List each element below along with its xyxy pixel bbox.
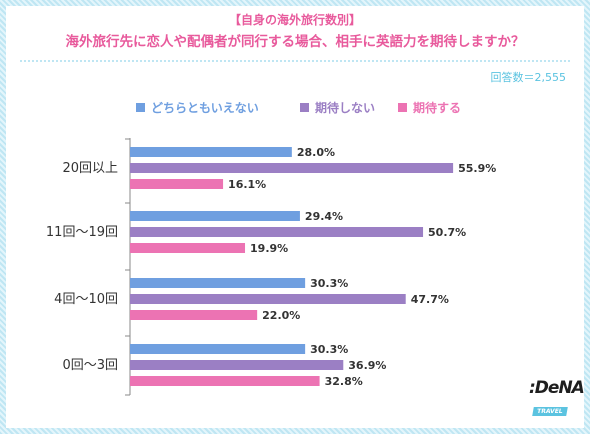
legend-label: 期待する	[413, 100, 461, 115]
data-label: 16.1%	[228, 178, 266, 191]
logo-main-text: :DeNA	[529, 378, 585, 398]
category-label: 20回以上	[62, 161, 118, 176]
data-label: 29.4%	[305, 210, 343, 223]
bar	[130, 360, 344, 370]
category-label: 4回〜10回	[54, 292, 118, 307]
data-label: 32.8%	[325, 375, 363, 388]
chart-title: 海外旅行先に恋人や配偶者が同行する場合、相手に英語力を期待しますか？	[65, 34, 525, 50]
bar	[130, 147, 292, 157]
category-label: 0回〜3回	[62, 358, 118, 373]
data-label: 19.9%	[250, 242, 288, 255]
bar	[130, 310, 258, 320]
bar	[130, 211, 300, 221]
legend-swatch	[300, 103, 309, 112]
data-label: 47.7%	[411, 293, 449, 306]
bar	[130, 344, 306, 354]
data-label: 22.0%	[262, 309, 300, 322]
category-label: 11回〜19回	[46, 225, 118, 240]
data-label: 30.3%	[310, 277, 348, 290]
chart-subtitle: 【自身の海外旅行数別】	[228, 13, 361, 27]
divider	[20, 60, 570, 62]
bar	[130, 227, 424, 237]
data-label: 36.9%	[348, 359, 386, 372]
bar	[130, 179, 224, 189]
bar	[130, 243, 246, 253]
data-label: 28.0%	[297, 146, 335, 159]
respondent-count: 回答数＝2,555	[490, 71, 567, 84]
data-label: 30.3%	[310, 343, 348, 356]
data-label: 50.7%	[428, 226, 466, 239]
legend-swatch	[136, 103, 145, 112]
legend-label: どちらともいえない	[151, 101, 259, 115]
bar	[130, 278, 306, 288]
dena-travel-logo: :DeNA TRAVEL	[529, 378, 585, 417]
legend-label: 期待しない	[315, 100, 375, 115]
data-label: 55.9%	[458, 162, 496, 175]
legend-swatch	[398, 103, 407, 112]
bar	[130, 376, 320, 386]
bar	[130, 163, 454, 173]
bar	[130, 294, 406, 304]
